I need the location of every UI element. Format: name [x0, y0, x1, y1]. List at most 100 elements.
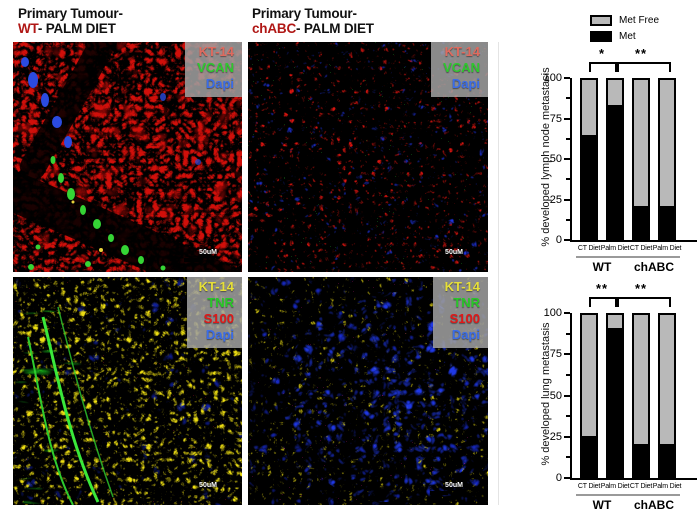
- scale-bar-line: [430, 258, 448, 262]
- genotype-label: chABC: [252, 21, 297, 36]
- stacked-bar: [632, 78, 650, 240]
- marker-label-vcan: VCAN: [197, 60, 234, 75]
- group-label-chabc: chABC: [633, 260, 674, 274]
- met-segment: [634, 206, 648, 238]
- marker-legend-box: KT-14 VCAN Dapi: [431, 42, 488, 97]
- panel-divider: [498, 42, 499, 505]
- micrograph-chabc-palm-vcan: KT-14 VCAN Dapi 50uM: [248, 42, 488, 272]
- micrograph-grid: KT-14 VCAN Dapi 50uM: [13, 42, 488, 505]
- y-tick-mark: [564, 198, 570, 201]
- marker-label-tnr: TNR: [207, 295, 234, 310]
- marker-label-kt-14: KT-14: [198, 279, 234, 294]
- micrograph-chabc-palm-image: [248, 42, 488, 272]
- y-minor-tick-mark: [566, 332, 570, 335]
- scale-bar-label: 50uM: [445, 482, 463, 489]
- x-tick-label: Palm Diet: [652, 483, 682, 490]
- micrograph-chabc-tnr: KT-14 TNR S100 Dapi 50uM: [248, 277, 488, 505]
- y-tick-mark: [564, 158, 570, 160]
- diet-label: - PALM DIET: [296, 21, 374, 36]
- significance-bracket: [615, 297, 671, 307]
- group-underline: [628, 494, 680, 496]
- scale-bar: 50uM: [430, 249, 478, 262]
- met-segment: [660, 206, 674, 238]
- scale-bar-line: [430, 491, 448, 495]
- marker-legend-box: KT-14 TNR S100 Dapi: [432, 277, 488, 348]
- significance-bracket: [589, 297, 619, 307]
- significance-label: **: [595, 281, 609, 296]
- met-segment: [660, 443, 674, 476]
- y-minor-tick-mark: [566, 218, 570, 221]
- met-segment: [608, 105, 622, 238]
- significance-label: **: [634, 46, 648, 61]
- significance-bracket: [589, 62, 619, 72]
- stacked-bar: [632, 313, 650, 478]
- y-minor-tick-mark: [566, 415, 570, 418]
- marker-label-tnr: TNR: [453, 295, 480, 310]
- y-tick-mark: [564, 394, 570, 397]
- y-tick-label: 50: [549, 153, 562, 165]
- legend-label: Met Free: [619, 15, 660, 26]
- bars-container: [572, 313, 697, 478]
- group-underline: [628, 256, 680, 258]
- genotype-label: WT: [18, 21, 38, 36]
- y-tick-mark: [564, 435, 570, 438]
- significance-label: **: [634, 281, 648, 296]
- scale-bar-label: 50uM: [199, 249, 217, 256]
- charts-column: % developed lymph node metastasis 0 25 50 7…: [528, 0, 700, 520]
- y-tick-label: 25: [549, 430, 562, 443]
- y-tick-mark: [564, 353, 570, 356]
- legend-item: Met Free: [590, 15, 659, 26]
- group-label-chabc: chABC: [633, 498, 674, 512]
- y-minor-tick-mark: [566, 178, 570, 181]
- micrograph-wt-tnr: KT-14 TNR S100 Dapi 50uM: [13, 277, 242, 505]
- x-tick-label: CT Diet: [577, 483, 601, 490]
- met-segment: [608, 327, 622, 476]
- met-segment: [582, 135, 596, 238]
- scale-bar-label: 50uM: [199, 482, 217, 489]
- plot-area: [570, 78, 697, 242]
- group-underline: [576, 256, 628, 258]
- marker-label-s100: S100: [203, 311, 234, 326]
- y-minor-tick-mark: [566, 97, 570, 100]
- y-tick-mark: [564, 477, 570, 479]
- panel-title-line2: WT- PALM DIET: [18, 21, 123, 36]
- scale-bar: 50uM: [184, 249, 232, 262]
- bars-container: [572, 78, 697, 240]
- panel-title-line1: Primary Tumour-: [252, 6, 357, 21]
- group-label-wt: WT: [592, 498, 612, 512]
- marker-label-vcan: VCAN: [443, 60, 480, 75]
- x-tick-label: CT Diet: [629, 483, 653, 490]
- micrograph-wt-palm-vcan: KT-14 VCAN Dapi 50uM: [13, 42, 242, 272]
- stacked-bar: [580, 78, 598, 240]
- marker-label-s100: S100: [449, 311, 480, 326]
- scale-bar: 50uM: [430, 482, 478, 495]
- marker-label-kt-14: KT-14: [444, 279, 480, 294]
- y-tick-label: 0: [555, 472, 562, 484]
- scale-bar-label: 50uM: [445, 249, 463, 256]
- panel-title-wt: Primary Tumour- WT- PALM DIET: [18, 6, 123, 36]
- legend-swatch-met-free: [590, 15, 612, 26]
- y-tick-mark: [564, 77, 570, 79]
- legend-label: Met: [619, 31, 636, 42]
- lung-metastasis-chart: % developed lung metastasis 0 25 50 75 100 CT…: [528, 272, 700, 520]
- panel-title-line2: chABC- PALM DIET: [252, 21, 374, 36]
- y-tick-label: 0: [555, 234, 562, 246]
- significance-bracket: [615, 62, 671, 72]
- group-underline: [576, 494, 628, 496]
- y-tick-label: 50: [549, 389, 562, 402]
- met-segment: [634, 443, 648, 476]
- stacked-bar: [606, 313, 624, 478]
- stacked-bar: [580, 313, 598, 478]
- met-segment: [582, 435, 596, 476]
- x-tick-label: Palm Diet: [600, 245, 630, 252]
- legend-swatch-met: [590, 31, 612, 42]
- stacked-bar: [658, 78, 676, 240]
- marker-label-kt-14: KT-14: [198, 44, 234, 59]
- legend-item: Met: [590, 31, 659, 42]
- group-label-wt: WT: [592, 260, 612, 274]
- scale-bar-line: [184, 258, 202, 262]
- y-minor-tick-mark: [566, 456, 570, 459]
- y-tick-label: 75: [549, 112, 562, 125]
- y-minor-tick-mark: [566, 373, 570, 376]
